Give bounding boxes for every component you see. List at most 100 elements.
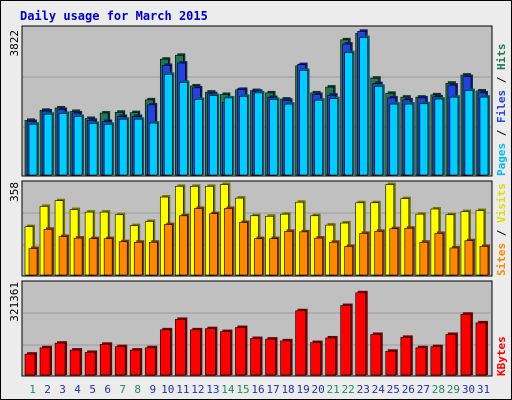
bar-kbytes-kbytes-day-26 — [400, 337, 412, 376]
bar-sites-visits-sites-day-2 — [43, 228, 53, 276]
legend-kbytes: KBytes — [495, 336, 508, 376]
x-tick-label-day-29: 29 — [447, 383, 460, 396]
bar-sites-visits-sites-day-24 — [374, 231, 384, 276]
ymax-label-mid: 358 — [8, 182, 21, 202]
ymax-label-bottom: 321361 — [8, 282, 21, 322]
bars-sites-visits — [24, 182, 490, 276]
bar-pages-files-hits-pages-day-6 — [103, 123, 113, 176]
x-tick-label-day-26: 26 — [402, 383, 415, 396]
bar-kbytes-kbytes-day-17 — [265, 338, 276, 376]
bar-sites-visits-sites-day-8 — [133, 241, 143, 276]
legend-hits: Hits — [495, 44, 508, 71]
bar-sites-visits-sites-day-12 — [194, 208, 203, 276]
bar-kbytes-kbytes-day-11 — [175, 319, 186, 376]
bar-pages-files-hits-pages-day-22 — [344, 52, 353, 176]
x-tick-label-day-25: 25 — [387, 383, 400, 396]
bar-kbytes-kbytes-day-8 — [129, 349, 141, 376]
bar-pages-files-hits-pages-day-4 — [73, 116, 83, 176]
x-tick-label-day-5: 5 — [89, 383, 96, 396]
bar-sites-visits-sites-day-23 — [359, 233, 369, 276]
bar-sites-visits-sites-day-21 — [329, 241, 338, 276]
bar-sites-visits-sites-day-25 — [389, 228, 399, 276]
bar-kbytes-kbytes-day-31 — [475, 322, 487, 376]
bar-kbytes-kbytes-day-7 — [114, 346, 126, 376]
x-tick-label-day-24: 24 — [372, 383, 386, 396]
bar-kbytes-kbytes-day-29 — [445, 334, 457, 376]
x-tick-label-day-15: 15 — [236, 383, 249, 396]
bar-sites-visits-sites-day-31 — [479, 246, 489, 276]
bar-pages-files-hits-pages-day-27 — [419, 103, 429, 176]
x-tick-label-day-8: 8 — [134, 383, 141, 396]
legend-pages: Pages — [495, 143, 508, 176]
bar-pages-files-hits-pages-day-25 — [389, 103, 399, 176]
x-tick-label-day-14: 14 — [221, 383, 235, 396]
bar-sites-visits-sites-day-17 — [269, 238, 278, 276]
ymax-label-top: 3822 — [8, 30, 21, 57]
bar-sites-visits-sites-day-14 — [224, 208, 233, 276]
bar-kbytes-kbytes-day-22 — [340, 305, 351, 376]
bar-pages-files-hits-pages-day-14 — [224, 97, 233, 176]
bar-kbytes-kbytes-day-28 — [430, 346, 442, 376]
bar-sites-visits-sites-day-19 — [299, 231, 308, 276]
x-tick-label-day-2: 2 — [44, 383, 51, 396]
bar-kbytes-kbytes-day-10 — [159, 329, 171, 376]
chart-title: Daily usage for March 2015 — [20, 9, 208, 23]
bar-sites-visits-sites-day-27 — [419, 241, 429, 276]
x-tick-label-day-12: 12 — [191, 383, 204, 396]
bar-sites-visits-sites-day-11 — [179, 215, 188, 276]
x-tick-label-day-9: 9 — [149, 383, 156, 396]
bar-pages-files-hits-pages-day-12 — [194, 99, 203, 176]
bar-sites-visits-sites-day-18 — [284, 231, 293, 276]
bar-sites-visits-sites-day-7 — [118, 241, 128, 276]
bar-sites-visits-sites-day-1 — [28, 248, 38, 276]
bar-pages-files-hits-pages-day-29 — [449, 96, 459, 176]
x-axis-day-labels: 1 2 3 4 5 6 7 8 9 10 11 12 13 14 15 16 17 18 19 20 21 22 23 24 2… — [29, 383, 490, 396]
bar-pages-files-hits-pages-day-9 — [148, 122, 158, 176]
legend-files: Files — [495, 90, 508, 123]
bar-kbytes-kbytes-day-2 — [39, 347, 51, 376]
bar-sites-visits-sites-day-6 — [103, 238, 113, 276]
bar-kbytes-kbytes-day-5 — [84, 352, 96, 376]
bar-pages-files-hits-pages-day-20 — [314, 99, 323, 176]
x-tick-label-day-17: 17 — [266, 383, 279, 396]
legend-bottom: KBytes — [495, 336, 508, 376]
x-tick-label-day-1: 1 — [29, 383, 36, 396]
bar-sites-visits-sites-day-5 — [88, 238, 98, 276]
bar-kbytes-kbytes-day-20 — [310, 342, 321, 376]
bar-kbytes-kbytes-day-6 — [99, 344, 111, 376]
bar-sites-visits-sites-day-3 — [58, 236, 68, 276]
x-tick-label-day-3: 3 — [59, 383, 66, 396]
bar-pages-files-hits-pages-day-24 — [374, 86, 384, 176]
legend-sites: Sites — [495, 243, 508, 276]
bar-pages-files-hits-pages-day-28 — [434, 98, 444, 176]
bar-kbytes-kbytes-day-4 — [69, 349, 81, 376]
bar-kbytes-kbytes-day-19 — [295, 310, 306, 376]
bar-sites-visits-sites-day-26 — [404, 227, 414, 276]
bar-pages-files-hits-pages-day-15 — [239, 96, 248, 176]
bar-sites-visits-sites-day-22 — [344, 246, 353, 276]
x-tick-label-day-28: 28 — [432, 383, 445, 396]
x-tick-label-day-13: 13 — [206, 383, 219, 396]
bar-pages-files-hits-pages-day-26 — [404, 103, 414, 176]
bar-pages-files-hits-pages-day-11 — [179, 82, 188, 176]
bar-pages-files-hits-pages-day-18 — [284, 103, 293, 176]
bar-pages-files-hits-pages-day-17 — [269, 99, 278, 176]
bar-kbytes-kbytes-day-14 — [220, 331, 231, 376]
bar-sites-visits-sites-day-28 — [434, 233, 444, 276]
bar-kbytes-kbytes-day-30 — [460, 313, 472, 376]
bar-pages-files-hits-pages-day-31 — [479, 96, 489, 176]
legend-mid: Sites / Visits — [495, 183, 508, 276]
bar-kbytes-kbytes-day-9 — [144, 347, 156, 376]
bar-kbytes-kbytes-day-23 — [355, 292, 367, 376]
bar-sites-visits-sites-day-13 — [209, 213, 218, 276]
bar-pages-files-hits-pages-day-7 — [118, 118, 128, 176]
x-tick-label-day-21: 21 — [327, 383, 340, 396]
bar-pages-files-hits-pages-day-3 — [58, 113, 68, 176]
bar-kbytes-kbytes-day-27 — [415, 347, 427, 376]
legend-visits: Visits — [495, 183, 508, 223]
bar-kbytes-kbytes-day-21 — [325, 337, 336, 376]
bar-kbytes-kbytes-day-1 — [24, 353, 36, 376]
x-tick-label-day-7: 7 — [119, 383, 126, 396]
x-tick-label-day-16: 16 — [251, 383, 264, 396]
